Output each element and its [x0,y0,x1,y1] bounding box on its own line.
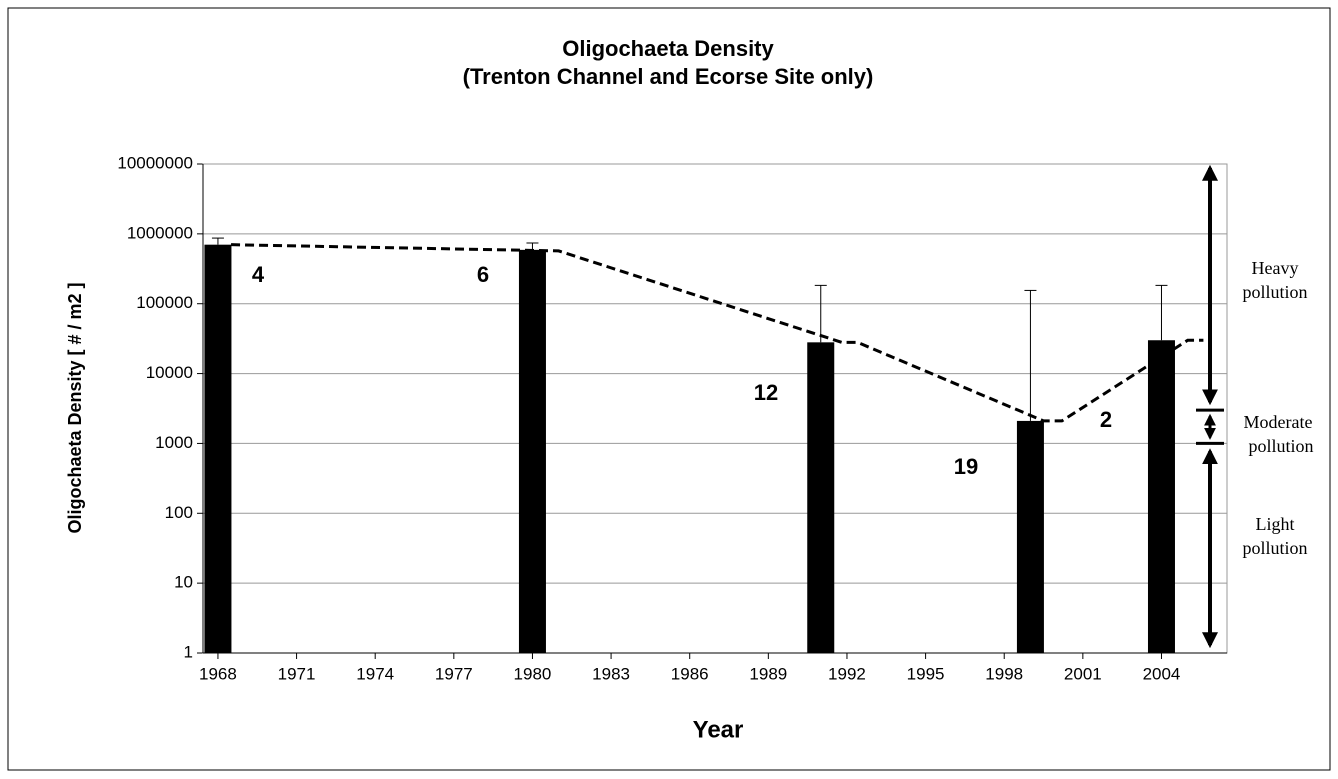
band-label: Heavy [1252,258,1299,278]
y-tick-label: 10000000 [117,153,193,172]
plot-border [202,163,1228,654]
y-tick-label: 1 [184,642,193,661]
x-tick-label: 1983 [592,664,630,683]
y-tick-label: 100 [165,503,193,522]
x-axis-label: Year [693,716,744,743]
sample-size-label: 6 [477,262,489,287]
x-tick-label: 1998 [985,664,1023,683]
x-tick-label: 2001 [1064,664,1102,683]
bar [807,342,835,653]
x-tick-label: 1977 [435,664,473,683]
x-tick-label: 1968 [199,664,237,683]
x-tick-label: 1995 [907,664,945,683]
x-tick-label: 1989 [749,664,787,683]
band-label: Light [1256,514,1295,534]
y-tick-label: 1000000 [127,223,193,242]
y-tick-label: 1000 [155,433,193,452]
trend-line [231,243,1204,423]
y-tick-label: 100000 [136,293,193,312]
band-label: pollution [1242,538,1307,558]
x-tick-label: 1992 [828,664,866,683]
band-label: Moderate [1244,412,1313,432]
x-tick-label: 1986 [671,664,709,683]
frame [7,7,1331,771]
sample-size-label: 2 [1100,407,1112,432]
sample-size-label: 19 [954,454,978,479]
y-tick-label: 10 [174,573,193,592]
band-label: pollution [1242,282,1307,302]
bar [518,249,546,654]
bar [1147,340,1175,653]
y-axis-label: Oligochaeta Density [ # / m2 ] [65,282,85,533]
x-tick-label: 1980 [514,664,552,683]
sample-size-label: 4 [252,262,265,287]
band-label: pollution [1248,436,1313,456]
chart-title: Oligochaeta Density [562,36,774,61]
sample-size-label: 12 [754,380,778,405]
bar [204,244,232,653]
chart-subtitle: (Trenton Channel and Ecorse Site only) [463,64,874,89]
bar [1016,420,1044,653]
x-tick-label: 2004 [1143,664,1181,683]
y-tick-label: 10000 [146,363,193,382]
x-tick-label: 1971 [278,664,316,683]
x-tick-label: 1974 [356,664,394,683]
